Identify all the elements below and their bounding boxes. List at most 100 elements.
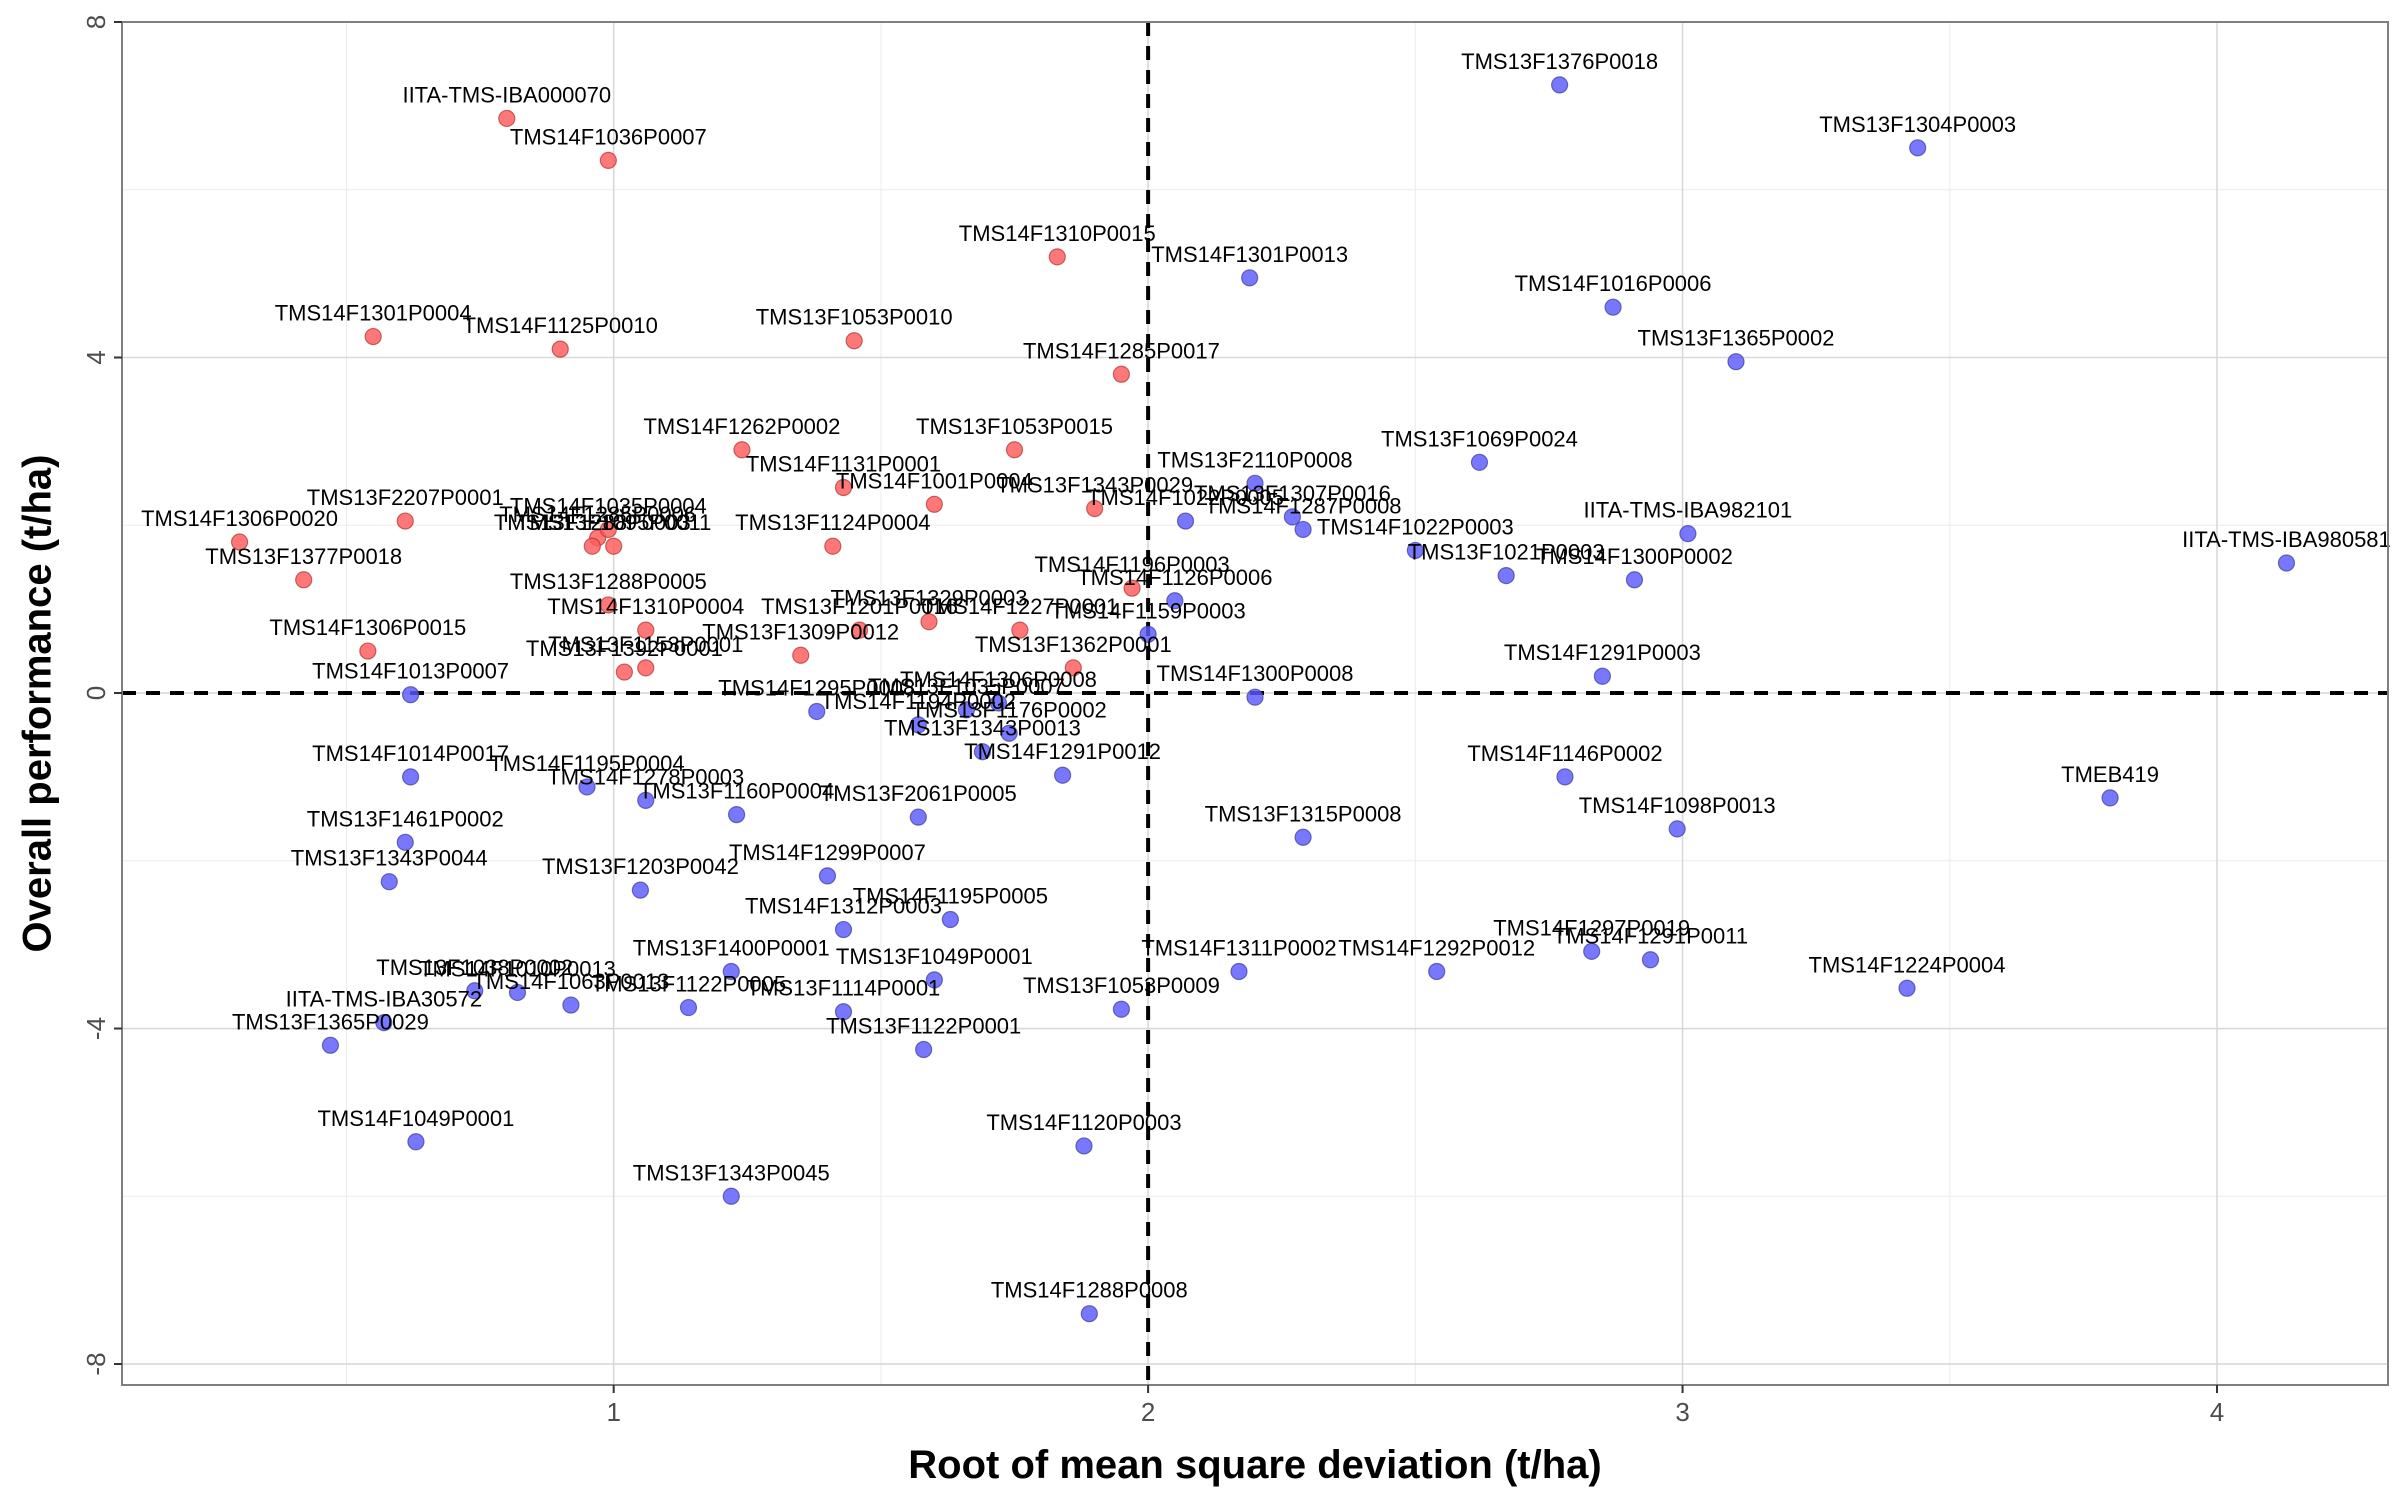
data-point [599,151,617,169]
point-label: TMS14F1049P0001 [317,1106,514,1131]
data-point [973,743,992,761]
data-point [1604,298,1622,316]
point-label: TMS14F1306P0015 [269,615,466,640]
point-label: TMS14F1292P0012 [1338,935,1535,960]
point-label: TMS14F1036P0007 [510,124,707,149]
point-label: TMS14F1310P0015 [959,221,1156,246]
data-point [1246,688,1264,706]
data-point [1497,566,1515,585]
data-point [401,768,420,786]
point-label: TMS13F1053P0015 [916,414,1113,439]
point-label: TMS13F1069P0024 [1381,426,1578,451]
data-point [845,332,863,350]
point-label: TMS13F1021P0003 [1408,540,1605,565]
point-label: TMS14F1035P0004 [510,493,707,518]
point-label: TMS14F1291P0011 [1553,924,1748,949]
point-label: TMS14F1295P0008 [718,675,915,700]
point-label: TMS13F1288P0005 [510,569,707,594]
data-point [230,533,249,551]
data-point [1909,139,1927,157]
x-tick-label: 3 [1675,1397,1689,1427]
data-point [637,621,655,639]
data-point [637,659,655,677]
data-point [1005,441,1024,459]
data-point [808,702,826,721]
plot-panel-border [121,21,2389,1386]
point-label: TMS13F1035P0007 [868,674,1065,699]
data-point [1898,979,1916,997]
point-label: TMS13F1160P0004 [639,779,834,804]
data-point [792,646,810,664]
point-label: TMS13F1049P0001 [836,944,1033,969]
point-label: TMS13F1053P0009 [1023,973,1220,998]
point-label: TMS14F1120P0003 [986,1110,1181,1135]
point-label: TMS13F1315P0008 [1205,801,1402,826]
data-point [941,910,959,929]
data-point [1551,76,1569,94]
point-label: TMS14F1301P0013 [1151,242,1348,267]
data-point [925,495,943,513]
point-label: TMS13F1304P0003 [1819,112,2016,137]
point-label: TMS14F1297P0019 [1493,915,1690,940]
point-label: TMS14F1306P0008 [900,667,1097,692]
point-label: TMS14F1159P0003 [1050,598,1245,623]
point-label: TMS13F2207P0001 [307,485,504,510]
point-label: TMS13F1362P0001 [975,632,1172,657]
data-point [615,663,633,681]
data-point [637,791,655,809]
data-point [1011,621,1029,639]
data-point [1086,499,1104,518]
point-label: TMS14F1022P0005 [1087,485,1284,510]
data-point [1593,667,1611,685]
point-label: TMS14F1195P0004 [489,751,684,776]
point-label: TMS13F1461P0002 [307,806,504,831]
data-point [1166,592,1184,610]
data-point [850,621,869,639]
data-point [321,1036,340,1054]
y-tick-label: 8 [81,15,111,29]
data-point [909,808,927,826]
point-label: TMS14F1288P0008 [991,1278,1188,1303]
point-label: TMS13F1376P0018 [1461,49,1658,74]
y-axis-title: Overall performance (t/ha) [16,455,60,953]
data-point [1064,659,1082,677]
data-point [401,686,420,704]
point-label: TMS14F1196P0003 [1034,552,1229,577]
point-label: TMS13F1053P0010 [756,305,953,330]
point-label: TMS14F1227P0001 [921,594,1118,619]
data-point [834,920,853,939]
data-point [1246,474,1264,492]
y-tick-label: 0 [81,686,111,700]
data-point [915,1040,933,1059]
point-label: TMS13F1124P0004 [735,510,930,535]
point-label: TMS14F1299P0007 [729,840,926,865]
data-point [1000,724,1018,742]
data-point [631,881,650,899]
data-point [818,867,837,885]
point-label: TMS14F1146P0002 [1467,741,1662,766]
point-label: TMS13F1343P0044 [291,846,488,871]
data-point [957,701,976,719]
point-label: TMS14F1311P0002 [1141,935,1336,960]
data-point [824,537,842,555]
data-point [1139,625,1157,643]
point-label: TMS13F1377P0018 [205,544,402,569]
point-label: TMS13F1309P0012 [702,619,899,644]
data-point [1123,579,1141,597]
data-point [562,996,580,1014]
point-label: TMS14F1010P0013 [419,956,616,981]
data-point [1294,828,1312,846]
data-point [1727,353,1745,371]
data-point [1230,962,1248,981]
point-label: TMS14F1195P0005 [853,883,1048,908]
point-label: TMS14F1131P0001 [746,452,941,477]
point-label: TMS13F1365P0029 [232,1009,429,1034]
point-label: TMS13F1114P0001 [747,976,941,1001]
data-point [834,478,853,497]
data-point [1668,820,1686,838]
data-point [1283,508,1302,526]
point-label: TMS14F1291P0003 [1504,640,1701,665]
data-point [599,520,617,539]
x-tick-label: 2 [1141,1397,1155,1427]
